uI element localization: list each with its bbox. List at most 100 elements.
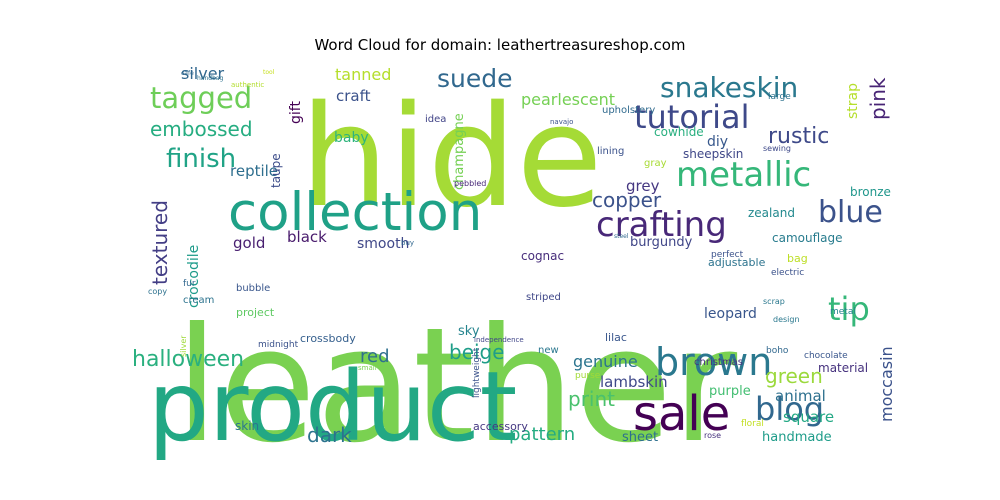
word-handmade: handmade (762, 430, 832, 445)
word-baby: baby (334, 130, 369, 146)
word-tool: tool (263, 69, 275, 76)
word-copper: copper (592, 188, 662, 212)
word-animal: animal (775, 387, 826, 405)
word-lightweight: lightweight (472, 347, 482, 398)
word-dark: dark (307, 423, 352, 447)
word-christmas: christmas (694, 357, 743, 368)
word-bronze: bronze (850, 185, 891, 199)
word-accessory: accessory (473, 420, 528, 433)
word-finish: finish (166, 144, 236, 174)
word-crossbody: crossbody (300, 332, 356, 345)
word-purple: purple (709, 384, 751, 399)
word-design: design (773, 315, 800, 324)
word-fur: fur (183, 279, 196, 289)
word-idea: idea (425, 114, 446, 125)
word-material: material (818, 361, 868, 375)
word-bubble: bubble (236, 283, 270, 294)
word-sky: sky (458, 324, 480, 339)
word-diy: diy (707, 134, 728, 150)
word-sewing: sewing (763, 144, 791, 153)
word-adjustable: adjustable (708, 256, 766, 269)
word-independence: independence (474, 336, 524, 344)
word-print: print (568, 387, 615, 411)
word-steel: steel (614, 233, 629, 240)
word-upholstery: upholstery (602, 105, 655, 116)
word-gift: gift (288, 101, 304, 124)
word-champagne: champagne (452, 113, 467, 190)
word-authentic: authentic (231, 81, 264, 89)
word-embossed: embossed (150, 117, 253, 141)
word-brown: brown (655, 340, 772, 384)
word-buy: buy (401, 239, 414, 247)
word-scrap: scrap (763, 297, 785, 306)
chart-title: Word Cloud for domain: leathertreasuresh… (314, 36, 686, 54)
word-red: red (360, 346, 390, 367)
word-hide: hide (300, 76, 603, 239)
word-sheet: sheet (622, 430, 658, 445)
word-chocolate: chocolate (804, 351, 848, 361)
word-purse: purse (575, 371, 601, 381)
word-cafe: cafe (181, 70, 194, 77)
word-skin: skin (235, 419, 259, 433)
word-burgundy: burgundy (630, 235, 693, 250)
word-silver: silver (179, 335, 188, 357)
word-cream: cream (183, 295, 214, 306)
word-boho: boho (766, 346, 789, 356)
word-strap: strap (845, 83, 861, 119)
word-leather: leather (175, 294, 737, 478)
word-green: green (765, 364, 823, 388)
word-tip: tip (828, 290, 870, 328)
word-tagged: tagged (150, 81, 252, 115)
word-new: new (538, 345, 559, 356)
word-metallic: metallic (676, 155, 811, 195)
word-project: project (236, 306, 275, 319)
word-moccasin: moccasin (877, 346, 896, 422)
word-midnight: midnight (258, 340, 299, 350)
word-grey: grey (626, 177, 660, 195)
word-beige: beige (449, 340, 505, 364)
word-blog: blog (755, 390, 824, 428)
word-genuine: genuine (573, 352, 638, 371)
word-copy: copy (148, 287, 167, 296)
word-pattern: pattern (509, 424, 575, 445)
word-navajo: navajo (550, 118, 573, 126)
word-cognac: cognac (521, 249, 564, 263)
word-black: black (287, 228, 327, 246)
word-textured: textured (148, 200, 172, 285)
word-silver: silver (181, 64, 225, 83)
word-halloween: halloween (132, 347, 244, 372)
word-lilac: lilac (605, 331, 627, 344)
word-lining: lining (597, 146, 624, 157)
word-electric: electric (771, 268, 804, 278)
word-rose: rose (704, 431, 721, 440)
word-collection: collection (228, 182, 482, 243)
word-cowhide: cowhide (654, 125, 704, 139)
word-tanned: tanned (335, 65, 391, 84)
word-craft: craft (336, 87, 371, 105)
word-sheepskin: sheepskin (683, 147, 743, 161)
word-metal: metal (830, 307, 856, 317)
word-smooth: smooth (357, 236, 409, 252)
word-taupe: taupe (269, 153, 283, 188)
word-gray: gray (644, 158, 667, 169)
word-reptile: reptile (230, 162, 278, 180)
word-large: large (768, 92, 791, 102)
word-camouflage: camouflage (772, 231, 843, 245)
word-snakeskin: snakeskin (660, 71, 798, 104)
word-pebbled: pebbled (454, 179, 486, 188)
word-pink: pink (866, 77, 890, 120)
word-floral: floral (741, 419, 764, 429)
word-handbag: handbag (197, 75, 224, 82)
word-lambskin: lambskin (600, 373, 668, 391)
word-striped: striped (526, 292, 561, 303)
word-bag: bag (787, 252, 808, 265)
word-square: square (783, 408, 834, 426)
word-small: small (358, 364, 377, 372)
word-rustic: rustic (768, 124, 829, 149)
word-sale: sale (633, 386, 730, 442)
word-zealand: zealand (748, 206, 795, 220)
word-crafting: crafting (596, 205, 727, 245)
word-product: product (148, 351, 517, 463)
word-perfect: perfect (711, 250, 744, 260)
word-suede: suede (437, 64, 513, 93)
